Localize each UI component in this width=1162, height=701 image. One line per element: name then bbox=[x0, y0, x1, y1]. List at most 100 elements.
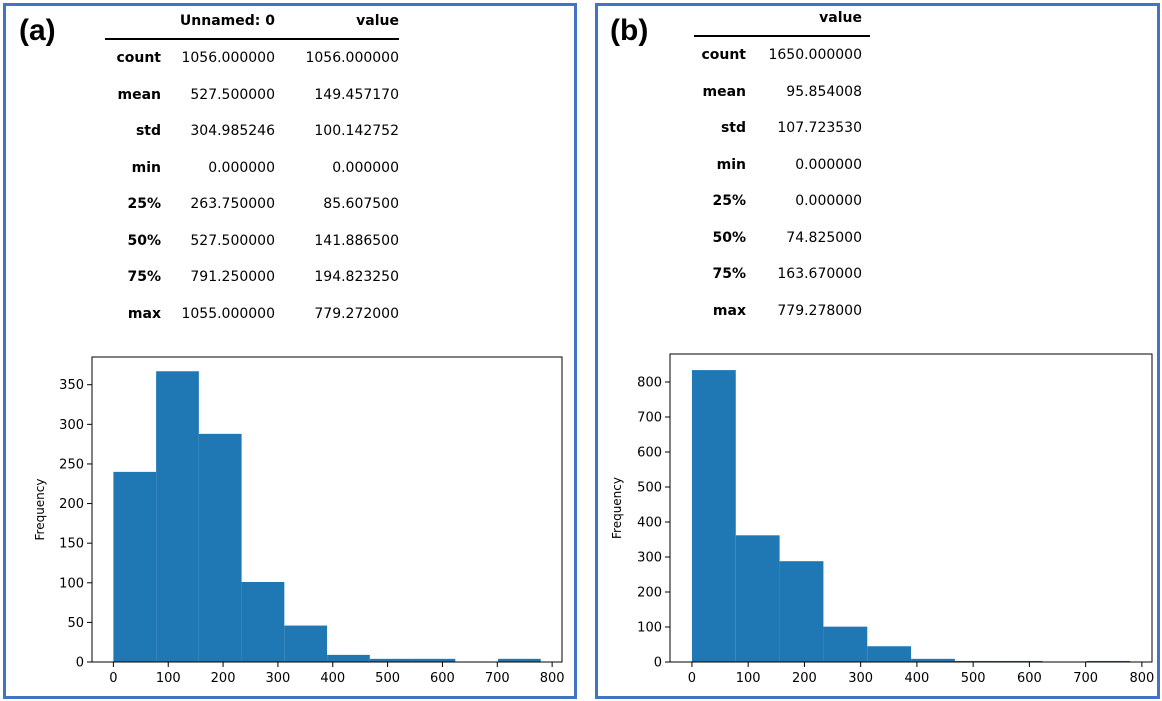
row-header: 25% bbox=[127, 196, 161, 213]
histogram-bar bbox=[954, 660, 999, 662]
histogram-bar bbox=[412, 658, 456, 662]
table-row: std 304.985246 100.142752 bbox=[105, 113, 399, 150]
row-header: 25% bbox=[712, 193, 746, 210]
table-row: count 1056.000000 1056.000000 bbox=[105, 39, 399, 77]
x-tick-label: 100 bbox=[736, 671, 761, 686]
x-tick-label: 100 bbox=[156, 671, 181, 686]
table-row: 75% 163.670000 bbox=[694, 256, 870, 293]
table-cell: 163.670000 bbox=[777, 266, 862, 283]
y-tick-label: 700 bbox=[637, 411, 662, 426]
row-header: count bbox=[701, 47, 746, 64]
y-tick-label: 500 bbox=[637, 481, 662, 496]
x-tick-label: 0 bbox=[688, 671, 696, 686]
x-tick-label: 500 bbox=[375, 671, 400, 686]
stats-table-b: value count 1650.000000 mean 95.854008 std… bbox=[694, 1, 870, 329]
row-header: max bbox=[127, 305, 161, 322]
table-row: 50% 74.825000 bbox=[694, 220, 870, 257]
table-cell: 0.000000 bbox=[795, 193, 862, 210]
table-cell: 527.500000 bbox=[190, 86, 275, 103]
table-cell: 85.607500 bbox=[323, 196, 399, 213]
table-row: mean 95.854008 bbox=[694, 74, 870, 111]
column-header: value bbox=[356, 13, 399, 29]
table-cell: 74.825000 bbox=[786, 229, 862, 246]
table-cell: 779.278000 bbox=[777, 302, 862, 319]
table-cell: 141.886500 bbox=[314, 232, 399, 249]
row-header: mean bbox=[702, 83, 747, 100]
row-header: std bbox=[135, 123, 161, 140]
histogram-bar bbox=[241, 581, 285, 662]
row-header: std bbox=[720, 120, 746, 137]
table-cell: 0.000000 bbox=[795, 156, 862, 173]
row-header: 75% bbox=[127, 269, 161, 286]
y-tick-label: 600 bbox=[637, 446, 662, 461]
table-header-row: value bbox=[694, 1, 870, 36]
table-cell: 107.723530 bbox=[777, 120, 862, 137]
column-header: Unnamed: 0 bbox=[179, 13, 275, 29]
x-tick-label: 400 bbox=[904, 671, 929, 686]
histogram-a: 0 100 200 300 400 500 600 700 800 0 50 100 150 200 250… bbox=[33, 356, 565, 686]
x-tick-label: 800 bbox=[540, 671, 565, 686]
histogram-bar bbox=[735, 535, 780, 662]
histogram-bar bbox=[911, 658, 955, 662]
y-axis-label: Frequency bbox=[33, 479, 47, 541]
column-header: value bbox=[819, 10, 862, 26]
x-tick-label: 300 bbox=[848, 671, 873, 686]
x-tick-label: 800 bbox=[1129, 671, 1154, 686]
x-tick-label: 500 bbox=[961, 671, 986, 686]
y-tick-label: 0 bbox=[654, 656, 662, 671]
table-row: 25% 263.750000 85.607500 bbox=[105, 186, 399, 223]
table-row: 75% 791.250000 194.823250 bbox=[105, 259, 399, 296]
row-header: count bbox=[116, 50, 161, 67]
x-tick-label: 400 bbox=[320, 671, 345, 686]
y-tick-label: 350 bbox=[59, 378, 84, 393]
table-cell: 95.854008 bbox=[786, 83, 862, 100]
table-row: min 0.000000 bbox=[694, 147, 870, 184]
y-tick-label: 300 bbox=[59, 418, 84, 433]
table-cell: 100.142752 bbox=[314, 123, 399, 140]
y-tick-label: 100 bbox=[637, 621, 662, 636]
table-cell: 194.823250 bbox=[314, 269, 399, 286]
panel-a bbox=[3, 3, 577, 699]
histogram-bar bbox=[198, 433, 242, 662]
histogram-bar bbox=[1086, 660, 1131, 662]
y-tick-label: 400 bbox=[637, 516, 662, 531]
row-header: max bbox=[712, 302, 746, 319]
table-row: max 779.278000 bbox=[694, 293, 870, 330]
table-cell: 263.750000 bbox=[190, 196, 275, 213]
histogram-bar bbox=[691, 370, 736, 662]
y-tick-label: 200 bbox=[59, 497, 84, 512]
table-row: mean 527.500000 149.457170 bbox=[105, 77, 400, 114]
row-header: 75% bbox=[712, 266, 746, 283]
panel-b bbox=[595, 3, 1160, 699]
column-header bbox=[105, 4, 161, 39]
y-tick-label: 0 bbox=[76, 656, 84, 671]
x-tick-label: 600 bbox=[1017, 671, 1042, 686]
histogram-bar bbox=[823, 626, 868, 662]
row-header: 50% bbox=[712, 229, 746, 246]
stats-table-a: Unnamed: 0 value count 1056.000000 1056.00… bbox=[105, 4, 399, 332]
y-axis-label: Frequency bbox=[610, 477, 624, 539]
histogram-bar bbox=[867, 646, 912, 662]
histogram-bar bbox=[779, 561, 824, 662]
x-tick-label: 0 bbox=[109, 671, 117, 686]
histogram-bar bbox=[156, 371, 199, 662]
table-cell: 0.000000 bbox=[208, 159, 275, 176]
x-tick-label: 200 bbox=[792, 671, 817, 686]
plot-frame bbox=[669, 353, 1153, 663]
table-cell: 1055.000000 bbox=[181, 305, 275, 322]
table-cell: 0.000000 bbox=[332, 159, 399, 176]
column-header bbox=[694, 1, 746, 36]
histogram-bar bbox=[284, 625, 328, 662]
histogram-bar bbox=[998, 660, 1043, 662]
y-tick-label: 50 bbox=[67, 616, 84, 631]
table-cell: 304.985246 bbox=[190, 123, 275, 140]
histogram-bar bbox=[113, 471, 157, 662]
x-tick-label: 700 bbox=[1073, 671, 1098, 686]
table-cell: 1056.000000 bbox=[181, 50, 275, 67]
panel-b-label: (b) bbox=[610, 14, 649, 47]
table-row: count 1650.000000 bbox=[694, 36, 870, 74]
table-row: 25% 0.000000 bbox=[694, 183, 870, 220]
table-cell: 1650.000000 bbox=[768, 47, 862, 64]
panel-a-label: (a) bbox=[19, 14, 56, 47]
table-row: min 0.000000 0.000000 bbox=[105, 150, 399, 187]
